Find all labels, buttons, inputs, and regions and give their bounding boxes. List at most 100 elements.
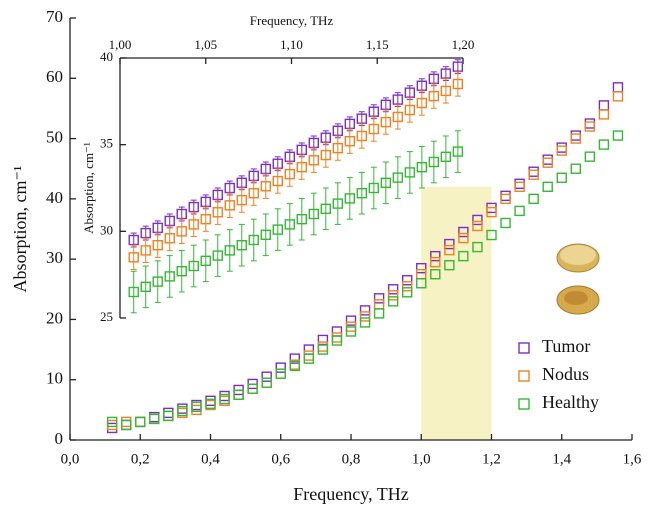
y-tick-label: 0 bbox=[55, 429, 64, 448]
marker bbox=[135, 416, 146, 428]
marker bbox=[275, 368, 286, 379]
marker bbox=[135, 416, 146, 428]
marker bbox=[308, 208, 319, 220]
marker bbox=[556, 172, 567, 183]
marker bbox=[128, 286, 139, 298]
marker bbox=[176, 208, 187, 220]
marker bbox=[440, 151, 452, 163]
marker bbox=[452, 146, 464, 157]
marker bbox=[472, 214, 483, 226]
marker bbox=[177, 405, 188, 417]
marker bbox=[176, 226, 187, 237]
marker bbox=[392, 111, 404, 123]
marker bbox=[440, 85, 452, 97]
marker bbox=[416, 161, 428, 173]
y-tick-label: 60 bbox=[46, 67, 63, 86]
legend-marker bbox=[518, 370, 530, 382]
marker bbox=[224, 200, 235, 211]
marker bbox=[219, 393, 230, 405]
marker bbox=[120, 419, 132, 431]
marker bbox=[260, 163, 271, 175]
marker bbox=[612, 130, 624, 141]
marker bbox=[284, 219, 295, 230]
marker bbox=[373, 299, 385, 310]
marker bbox=[135, 416, 146, 428]
marker bbox=[500, 217, 511, 229]
highlight-band bbox=[421, 186, 492, 440]
marker bbox=[500, 193, 511, 205]
y-tick-label: 40 bbox=[100, 49, 113, 64]
marker bbox=[224, 182, 235, 194]
marker bbox=[106, 422, 118, 434]
marker bbox=[212, 207, 223, 218]
marker bbox=[152, 222, 163, 234]
marker bbox=[514, 205, 525, 217]
marker bbox=[303, 353, 315, 364]
marker bbox=[380, 177, 392, 189]
marker bbox=[200, 213, 211, 225]
marker bbox=[392, 172, 404, 183]
marker bbox=[444, 259, 455, 271]
marker bbox=[416, 278, 427, 289]
chart-layer: 0,0 0,2 0,4 0,6 0,8 1,0 1,2 1,4 1,6 0 10 20 30 40 50 60… bbox=[10, 7, 642, 504]
marker bbox=[317, 341, 329, 352]
marker bbox=[303, 350, 315, 361]
marker bbox=[542, 181, 553, 193]
marker bbox=[584, 151, 596, 162]
marker bbox=[528, 193, 539, 205]
marker bbox=[236, 239, 247, 251]
marker bbox=[356, 113, 368, 124]
legend-label: Tumor bbox=[542, 336, 590, 356]
x-tick-label: 1,6 bbox=[623, 451, 642, 467]
marker bbox=[120, 416, 132, 428]
marker bbox=[392, 94, 404, 105]
marker bbox=[272, 224, 283, 235]
marker bbox=[416, 80, 428, 91]
marker bbox=[128, 252, 139, 263]
marker bbox=[598, 139, 610, 150]
sample-photo bbox=[560, 245, 596, 265]
x-tick-label: 0,0 bbox=[61, 451, 80, 467]
marker bbox=[188, 260, 199, 272]
marker bbox=[272, 158, 283, 169]
marker bbox=[164, 233, 175, 244]
x-tick-label: 1,00 bbox=[109, 37, 132, 52]
marker bbox=[289, 360, 300, 372]
marker bbox=[444, 244, 455, 256]
marker bbox=[570, 130, 581, 141]
marker bbox=[248, 187, 259, 199]
marker bbox=[128, 234, 139, 246]
marker bbox=[387, 290, 399, 301]
marker bbox=[191, 401, 202, 413]
marker bbox=[452, 61, 464, 72]
marker bbox=[514, 178, 525, 189]
marker bbox=[584, 121, 596, 132]
marker bbox=[444, 238, 455, 250]
marker bbox=[163, 407, 174, 419]
y-tick-label: 40 bbox=[46, 188, 63, 207]
marker bbox=[308, 155, 319, 166]
marker bbox=[416, 262, 427, 274]
marker bbox=[430, 250, 441, 262]
marker bbox=[528, 166, 539, 177]
marker bbox=[542, 157, 553, 168]
marker bbox=[331, 326, 343, 337]
y-tick-label: 70 bbox=[46, 7, 63, 26]
marker bbox=[247, 383, 258, 394]
marker bbox=[212, 250, 223, 261]
x-tick-label: 1,05 bbox=[194, 37, 217, 52]
marker bbox=[163, 410, 174, 422]
x-tick-label: 0,4 bbox=[201, 451, 220, 467]
marker bbox=[284, 151, 295, 163]
marker bbox=[152, 276, 163, 287]
marker bbox=[402, 275, 413, 286]
marker bbox=[344, 135, 356, 147]
marker bbox=[344, 118, 356, 130]
marker bbox=[106, 419, 118, 431]
marker bbox=[332, 198, 344, 209]
marker bbox=[212, 189, 223, 201]
marker bbox=[332, 142, 344, 154]
marker bbox=[404, 104, 416, 116]
marker bbox=[308, 137, 319, 149]
marker bbox=[236, 194, 247, 206]
